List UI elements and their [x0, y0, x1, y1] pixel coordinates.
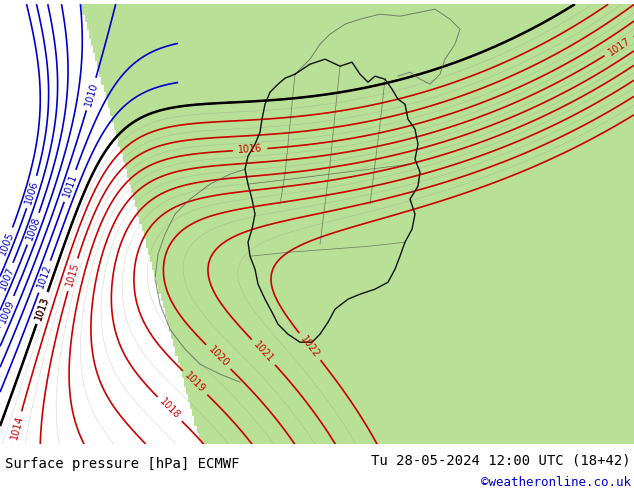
Text: 1017: 1017: [606, 35, 632, 57]
Text: 1021: 1021: [252, 340, 275, 365]
Text: 1014: 1014: [9, 415, 25, 441]
Text: 1013: 1013: [34, 294, 51, 321]
Text: 1018: 1018: [157, 397, 182, 421]
Text: 1011: 1011: [61, 172, 79, 199]
Text: 1016: 1016: [238, 144, 262, 155]
Text: Surface pressure [hPa] ECMWF: Surface pressure [hPa] ECMWF: [5, 457, 240, 471]
Text: 1015: 1015: [65, 262, 81, 288]
Text: 1022: 1022: [299, 334, 321, 360]
Text: Tu 28-05-2024 12:00 UTC (18+42): Tu 28-05-2024 12:00 UTC (18+42): [371, 453, 631, 467]
Text: ©weatheronline.co.uk: ©weatheronline.co.uk: [481, 476, 631, 489]
Text: 1006: 1006: [23, 179, 40, 205]
Text: 1008: 1008: [24, 216, 42, 242]
Text: 1012: 1012: [36, 263, 53, 290]
Text: 1020: 1020: [206, 344, 231, 369]
Text: 1005: 1005: [0, 230, 15, 257]
Text: 1009: 1009: [0, 298, 16, 325]
Text: 1007: 1007: [0, 265, 16, 292]
Text: 1013: 1013: [34, 294, 51, 321]
Text: 1010: 1010: [83, 81, 100, 107]
Text: 1019: 1019: [183, 370, 207, 395]
